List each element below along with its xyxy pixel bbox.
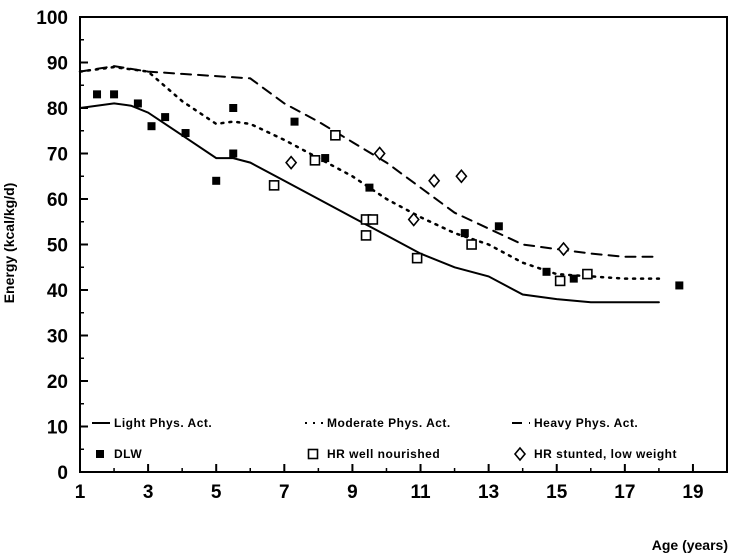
data-point	[554, 275, 566, 287]
data-point	[466, 239, 477, 250]
series-line	[79, 65, 660, 258]
data-point	[675, 281, 684, 290]
legend-label: Moderate Phys. Act.	[327, 416, 451, 430]
data-point	[181, 129, 190, 138]
series-line	[78, 65, 661, 280]
x-tick-label: 11	[410, 482, 431, 503]
data-point	[229, 104, 238, 112]
legend-item: DLW	[96, 447, 142, 461]
legend-label: DLW	[114, 447, 142, 461]
data-point	[582, 268, 593, 280]
data-point	[212, 176, 221, 185]
data-point	[268, 180, 280, 191]
x-axis-title: Age (years)	[652, 537, 728, 553]
legend-label: HR stunted, low weight	[534, 447, 677, 461]
data-point	[494, 222, 503, 231]
series-line	[79, 102, 660, 304]
series-5	[285, 146, 570, 257]
data-point	[428, 173, 441, 189]
x-tick-label: 19	[682, 482, 703, 503]
series-3	[93, 90, 684, 290]
data-point	[455, 169, 468, 184]
legend-swatch	[307, 448, 319, 460]
data-point	[110, 90, 119, 99]
legend-swatch	[96, 450, 104, 458]
series-0	[79, 102, 660, 304]
x-tick-label: 1	[75, 482, 86, 503]
legend-label: HR well nourished	[327, 447, 440, 461]
y-tick-label: 60	[47, 190, 68, 211]
y-tick-label: 40	[47, 281, 68, 302]
x-tick-label: 17	[614, 482, 635, 503]
data-point	[367, 214, 379, 225]
legend-item: Moderate Phys. Act.	[305, 416, 451, 430]
data-point	[407, 212, 420, 227]
data-point	[330, 130, 341, 141]
series	[78, 65, 684, 304]
legend-label: Heavy Phys. Act.	[534, 416, 638, 430]
x-tick-label: 7	[279, 482, 290, 503]
series-1	[78, 65, 661, 280]
data-point	[229, 149, 238, 158]
series-4	[268, 130, 593, 287]
legend-item: Light Phys. Act.	[92, 416, 212, 430]
data-point	[557, 241, 570, 257]
data-point	[309, 155, 321, 166]
legend-item: HR well nourished	[307, 447, 440, 461]
y-tick-label: 70	[47, 145, 68, 166]
data-point	[133, 99, 142, 108]
data-point	[460, 229, 469, 238]
data-point	[365, 183, 374, 192]
data-point	[321, 154, 330, 163]
data-point	[569, 274, 578, 283]
legend-item: HR stunted, low weight	[513, 446, 677, 462]
data-point	[93, 90, 102, 99]
data-point	[542, 267, 551, 276]
y-tick-label: 50	[47, 236, 68, 257]
x-tick-label: 9	[347, 482, 358, 503]
x-tick-label: 5	[211, 482, 222, 503]
data-point	[285, 155, 298, 170]
y-tick-label: 80	[47, 99, 68, 120]
series-2	[79, 65, 660, 258]
data-point	[147, 122, 156, 131]
legend: Light Phys. Act. Moderate Phys. Act. Heavy…	[92, 416, 677, 462]
y-tick-label: 10	[47, 418, 68, 439]
data-point	[161, 113, 170, 122]
x-tick-label: 15	[546, 482, 568, 503]
data-point	[411, 252, 423, 264]
data-point	[290, 117, 299, 126]
x-tick-label: 13	[478, 482, 499, 503]
y-tick-label: 90	[47, 54, 68, 75]
y-tick-label: 0	[57, 463, 68, 484]
y-tick-label: 30	[47, 327, 68, 348]
legend-label: Light Phys. Act.	[114, 416, 212, 430]
legend-swatch	[513, 446, 527, 462]
y-axis-title: Energy (kcal/kg/d)	[1, 183, 17, 304]
y-tick-label: 100	[36, 8, 68, 29]
data-point	[373, 146, 386, 161]
x-tick-label: 3	[143, 482, 154, 503]
legend-item: Heavy Phys. Act.	[512, 416, 638, 430]
data-point	[360, 230, 372, 241]
y-tick-label: 20	[47, 372, 68, 393]
